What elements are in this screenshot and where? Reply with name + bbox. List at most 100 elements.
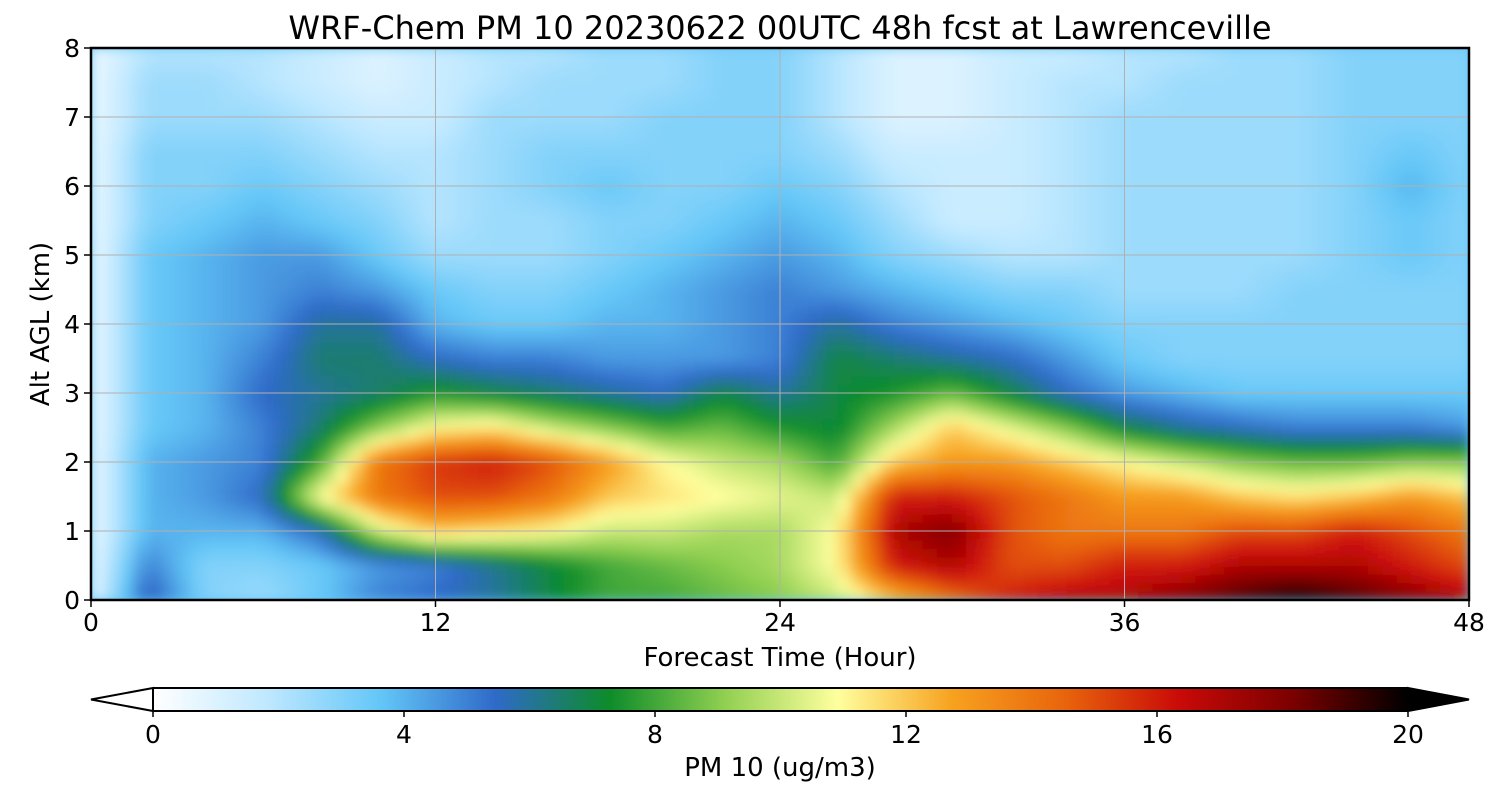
heatmap-cell bbox=[1324, 280, 1341, 291]
heatmap-cell bbox=[291, 185, 307, 196]
heatmap-cell bbox=[793, 392, 810, 403]
heatmap-cell bbox=[635, 159, 652, 170]
heatmap-cell bbox=[994, 418, 1011, 429]
heatmap-cell bbox=[233, 539, 250, 549]
heatmap-cell bbox=[1195, 150, 1212, 161]
heatmap-cell bbox=[750, 530, 767, 541]
heatmap-cell bbox=[1296, 478, 1312, 489]
heatmap-cell bbox=[549, 539, 566, 549]
heatmap-cell bbox=[592, 478, 609, 489]
heatmap-cell bbox=[1353, 539, 1370, 549]
heatmap-cell bbox=[176, 513, 193, 523]
heatmap-cell bbox=[908, 461, 925, 472]
heatmap-cell bbox=[1066, 332, 1083, 342]
heatmap-cell bbox=[1066, 452, 1083, 463]
heatmap-cell bbox=[506, 470, 523, 480]
heatmap-cell bbox=[1296, 590, 1312, 600]
heatmap-cell bbox=[104, 487, 121, 498]
heatmap-cell bbox=[1181, 323, 1197, 334]
heatmap-cell bbox=[765, 435, 781, 446]
heatmap-cell bbox=[736, 418, 752, 429]
heatmap-cell bbox=[1181, 409, 1197, 420]
heatmap-cell bbox=[104, 530, 121, 541]
heatmap-cell bbox=[1238, 573, 1255, 584]
heatmap-cell bbox=[1023, 539, 1039, 549]
heatmap-cell bbox=[966, 323, 982, 334]
heatmap-cell bbox=[765, 547, 781, 558]
heatmap-cell bbox=[1195, 547, 1212, 558]
heatmap-cell bbox=[119, 237, 135, 247]
heatmap-cell bbox=[1052, 314, 1068, 325]
heatmap-cell bbox=[1095, 435, 1111, 446]
heatmap-cell bbox=[1224, 590, 1240, 600]
heatmap-cell bbox=[1324, 435, 1341, 446]
heatmap-cell bbox=[1123, 254, 1140, 265]
heatmap-cell bbox=[1109, 573, 1126, 584]
heatmap-cell bbox=[449, 263, 465, 273]
heatmap-cell bbox=[1296, 194, 1312, 204]
heatmap-cell bbox=[406, 435, 422, 446]
heatmap-cell bbox=[779, 263, 795, 273]
heatmap-cell bbox=[477, 237, 494, 247]
heatmap-cell bbox=[219, 271, 236, 282]
heatmap-cell bbox=[966, 349, 982, 360]
heatmap-cell bbox=[1324, 401, 1341, 411]
heatmap-cell bbox=[176, 530, 193, 541]
heatmap-cell bbox=[1238, 288, 1255, 299]
heatmap-cell bbox=[1009, 418, 1025, 429]
heatmap-cell bbox=[434, 556, 451, 567]
heatmap-cell bbox=[966, 573, 982, 584]
heatmap-cell bbox=[549, 349, 566, 360]
heatmap-cell bbox=[736, 392, 752, 403]
heatmap-cell bbox=[1166, 211, 1183, 222]
heatmap-cell bbox=[793, 150, 810, 161]
heatmap-cell bbox=[521, 495, 537, 506]
heatmap-cell bbox=[434, 219, 451, 230]
heatmap-cell bbox=[262, 194, 279, 204]
heatmap-cell bbox=[822, 280, 839, 291]
heatmap-cell bbox=[463, 332, 480, 342]
heatmap-cell bbox=[980, 176, 996, 187]
heatmap-cell bbox=[1181, 495, 1197, 506]
heatmap-cell bbox=[1181, 194, 1197, 204]
heatmap-cell bbox=[1152, 452, 1169, 463]
heatmap-cell bbox=[578, 409, 594, 420]
heatmap-cell bbox=[205, 219, 221, 230]
heatmap-cell bbox=[1166, 159, 1183, 170]
heatmap-cell bbox=[1166, 461, 1183, 472]
heatmap-cell bbox=[980, 547, 996, 558]
heatmap-cell bbox=[635, 409, 652, 420]
heatmap-cell bbox=[879, 556, 896, 567]
heatmap-cell bbox=[463, 288, 480, 299]
heatmap-cell bbox=[420, 426, 437, 437]
heatmap-cell bbox=[406, 288, 422, 299]
heatmap-cell bbox=[750, 521, 767, 532]
heatmap-cell bbox=[1253, 452, 1269, 463]
heatmap-cell bbox=[1023, 202, 1039, 213]
heatmap-cell bbox=[535, 461, 551, 472]
heatmap-cell bbox=[707, 401, 724, 411]
heatmap-cell bbox=[420, 194, 437, 204]
heatmap-cell bbox=[1253, 461, 1269, 472]
heatmap-cell bbox=[104, 211, 121, 222]
heatmap-cell bbox=[765, 478, 781, 489]
heatmap-cell bbox=[1439, 176, 1456, 187]
heatmap-cell bbox=[219, 323, 236, 334]
heatmap-cell bbox=[851, 211, 867, 222]
heatmap-cell bbox=[176, 280, 193, 291]
heatmap-cell bbox=[133, 349, 150, 360]
heatmap-cell bbox=[1339, 323, 1355, 334]
heatmap-cell bbox=[808, 194, 824, 204]
heatmap-cell bbox=[1410, 435, 1427, 446]
heatmap-cell bbox=[1310, 340, 1327, 351]
heatmap-cell bbox=[822, 150, 839, 161]
heatmap-cell bbox=[578, 254, 594, 265]
heatmap-cell bbox=[549, 461, 566, 472]
heatmap-cell bbox=[1023, 228, 1039, 239]
heatmap-cell bbox=[549, 211, 566, 222]
heatmap-cell bbox=[521, 254, 537, 265]
heatmap-cell bbox=[176, 564, 193, 575]
heatmap-cell bbox=[1152, 590, 1169, 600]
heatmap-cell bbox=[635, 461, 652, 472]
